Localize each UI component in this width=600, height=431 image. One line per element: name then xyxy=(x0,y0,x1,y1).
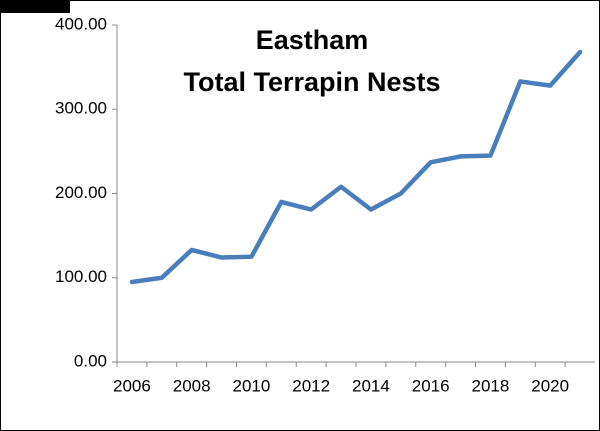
x-tick-label: 2018 xyxy=(472,376,510,395)
x-tick-label: 2014 xyxy=(352,376,390,395)
chart-title: Total Terrapin Nests xyxy=(183,67,440,97)
x-tick-label: 2016 xyxy=(412,376,450,395)
x-tick-label: 2006 xyxy=(113,376,151,395)
x-tick-label: 2010 xyxy=(233,376,271,395)
chart-title: Eastham xyxy=(256,25,369,55)
y-tick-label: 200.00 xyxy=(55,183,107,202)
y-tick-label: 400.00 xyxy=(55,14,107,33)
data-line xyxy=(129,49,583,285)
y-tick-label: 300.00 xyxy=(55,99,107,118)
x-tick-label: 2020 xyxy=(531,376,569,395)
corner-bar xyxy=(0,0,70,13)
x-tick-label: 2012 xyxy=(292,376,330,395)
y-tick-label: 100.00 xyxy=(55,267,107,286)
y-tick-label: 0.00 xyxy=(74,351,107,370)
x-tick-label: 2008 xyxy=(173,376,211,395)
